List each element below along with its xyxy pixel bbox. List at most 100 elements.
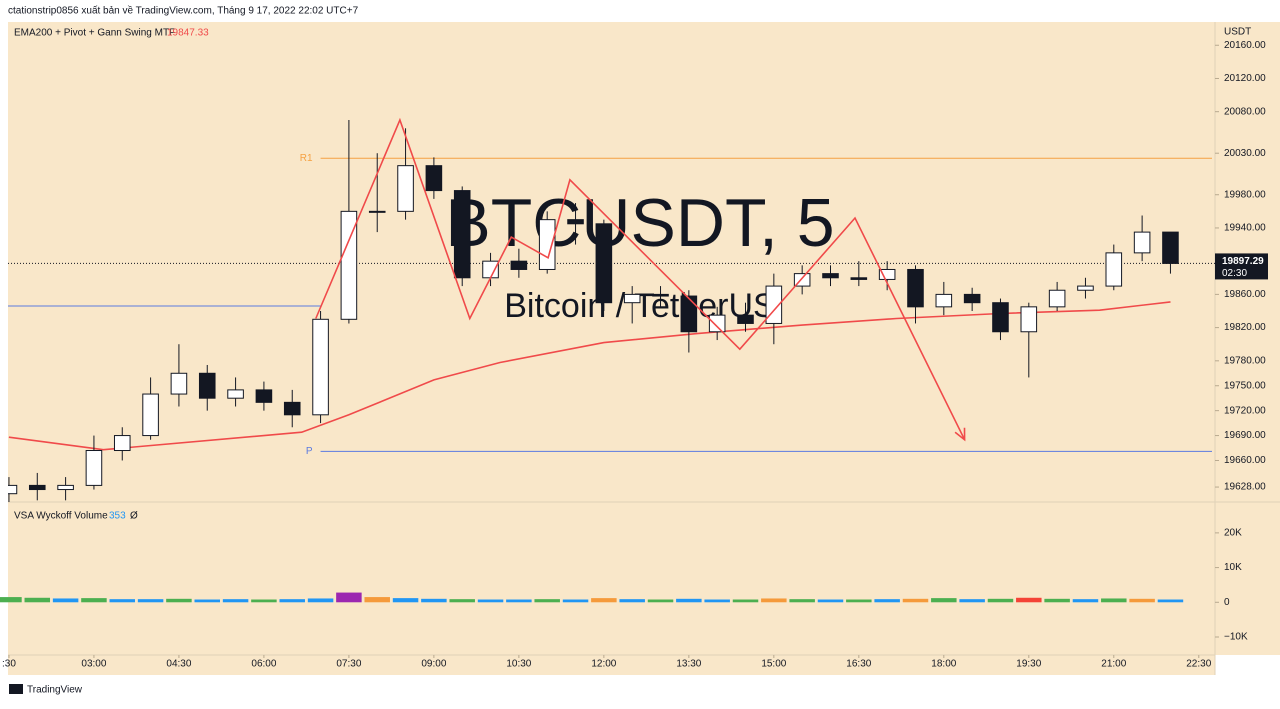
candle-body <box>567 219 584 225</box>
volume-bar <box>874 599 900 603</box>
candle-body <box>453 190 471 279</box>
candle-body <box>907 268 924 308</box>
volume-bar <box>109 599 136 603</box>
candle-body <box>652 293 669 297</box>
candle-body <box>680 295 698 333</box>
volume-bar <box>1016 597 1042 603</box>
candle-body <box>850 277 868 280</box>
indicator-value: 19847.33 <box>167 28 209 39</box>
y-tick-label: 20080.00 <box>1224 106 1266 117</box>
indicator-title: EMA200 + Pivot + Gann Swing MTF <box>14 28 175 39</box>
volume-bar <box>166 598 192 603</box>
candle-body <box>1020 306 1038 333</box>
volume-bar <box>279 599 305 603</box>
volume-bar <box>194 599 220 603</box>
y-tick-label: 19860.00 <box>1224 289 1266 300</box>
candle-body <box>368 210 386 213</box>
y-tick-label: 19660.00 <box>1224 455 1266 466</box>
axis-bg <box>1215 22 1280 655</box>
volume-bar <box>52 598 79 603</box>
candle-body <box>737 314 754 324</box>
volume-bar <box>24 597 51 603</box>
candle-body <box>340 210 358 320</box>
candle-body <box>992 302 1009 333</box>
candle-body <box>822 273 839 279</box>
candle-body <box>170 372 188 395</box>
y-tick-label: 0 <box>1224 597 1230 608</box>
candle-body <box>482 260 499 279</box>
volume-bar <box>449 599 475 603</box>
volume-title-value: 353 <box>109 511 126 522</box>
chart-bg <box>8 22 1215 655</box>
candle-body <box>57 484 74 491</box>
candle-body <box>8 484 18 495</box>
volume-bar <box>0 597 22 603</box>
y-tick-label: 19750.00 <box>1224 380 1266 391</box>
swing-line <box>315 117 966 441</box>
watermark: BTCUSDT, 5 <box>445 185 834 261</box>
volume-bar <box>704 599 730 603</box>
x-tick-label: 12:00 <box>591 659 616 670</box>
y-tick-label: 19940.00 <box>1224 223 1266 234</box>
candle-body <box>1162 231 1179 264</box>
pivot-label: R1 <box>300 153 313 164</box>
volume-bar <box>959 599 985 603</box>
volume-bar <box>987 598 1014 603</box>
volume-bar <box>732 599 759 603</box>
volume-bar <box>1072 599 1099 603</box>
x-tick-label: 16:30 <box>846 659 871 670</box>
y-tick-label: −10K <box>1224 632 1248 643</box>
candle-body <box>113 435 131 452</box>
candle-body <box>1105 252 1123 287</box>
volume-bar <box>1157 599 1184 603</box>
candle-body <box>1133 231 1151 254</box>
x-tick-label: 09:00 <box>421 659 446 670</box>
candle-body <box>935 293 953 308</box>
volume-bar <box>562 599 589 603</box>
y-tick-label: 20160.00 <box>1224 40 1266 51</box>
volume-bar <box>1044 598 1070 603</box>
volume-title-symbol: Ø <box>130 511 138 522</box>
pivot-label: P <box>306 446 313 457</box>
footer: TradingView <box>27 685 83 696</box>
volume-bar <box>534 599 560 603</box>
volume-bar <box>364 597 390 603</box>
candle-body <box>255 389 273 403</box>
volume-bar <box>817 599 844 603</box>
x-tick-label: 10:30 <box>506 659 531 670</box>
volume-bar <box>251 599 277 603</box>
y-tick-label: 19980.00 <box>1224 189 1266 200</box>
volume-bar <box>647 599 674 603</box>
volume-bar <box>1129 598 1155 603</box>
x-tick-label: 07:30 <box>336 659 361 670</box>
volume-bar <box>591 598 617 603</box>
volume-bar <box>619 599 645 603</box>
volume-bar <box>137 599 164 603</box>
x-tick-label: 04:30 <box>166 659 191 670</box>
candle-body <box>963 293 981 304</box>
candle-body <box>1048 289 1066 308</box>
swing-arrowhead <box>954 427 966 442</box>
candle-body <box>538 219 556 270</box>
time-axis-bg <box>8 655 1215 675</box>
volume-bar <box>421 598 447 603</box>
volume-title: VSA Wyckoff Volume <box>14 511 108 522</box>
x-tick-label: 21:00 <box>1101 659 1126 670</box>
volume-bar <box>789 599 815 603</box>
y-tick-label: 19820.00 <box>1224 322 1266 333</box>
volume-bar <box>477 599 504 603</box>
volume-bar <box>676 598 702 603</box>
countdown: 02:30 <box>1222 268 1247 279</box>
logo-icon <box>9 684 23 694</box>
volume-bar <box>761 598 787 603</box>
candle-body <box>227 389 244 399</box>
axis-unit: USDT <box>1224 27 1251 38</box>
x-tick-label: 19:30 <box>1016 659 1041 670</box>
y-tick-label: 19780.00 <box>1224 355 1266 366</box>
y-tick-label: 10K <box>1224 562 1242 573</box>
y-tick-label: 20030.00 <box>1224 148 1266 159</box>
candle-body <box>198 372 216 399</box>
x-tick-label: 03:00 <box>81 659 106 670</box>
x-tick-label: 06:00 <box>251 659 276 670</box>
